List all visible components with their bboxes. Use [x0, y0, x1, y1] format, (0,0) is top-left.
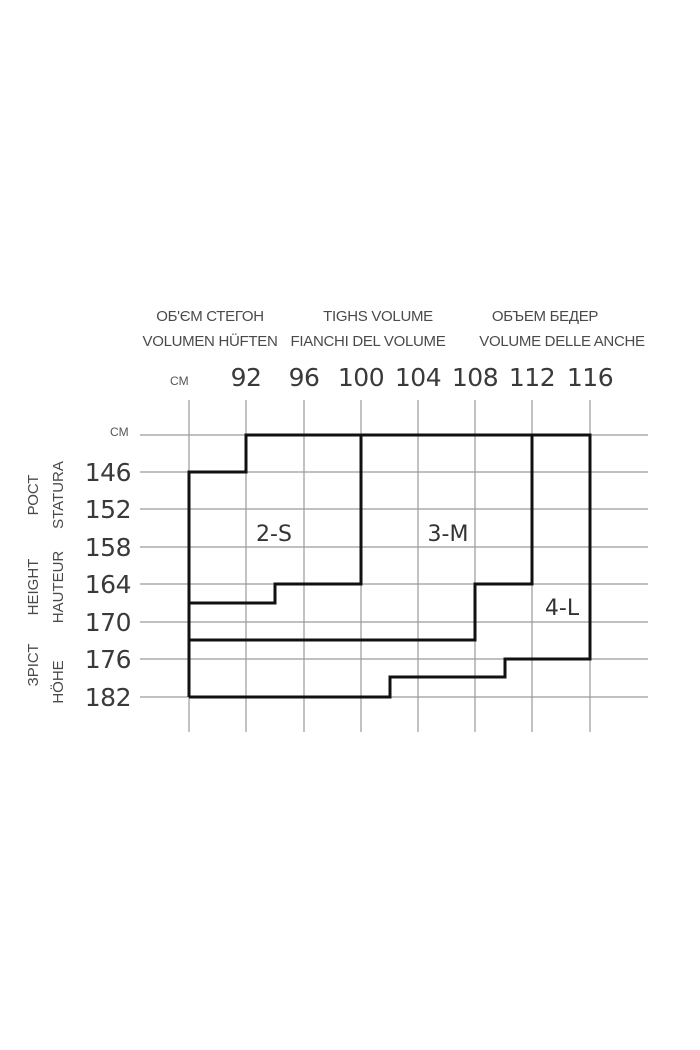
hip-tick-label: 96	[289, 363, 320, 392]
height-tick-label: 146	[85, 458, 131, 487]
height-tick-label: 158	[85, 533, 131, 562]
hip-tick-label: 100	[338, 363, 384, 392]
height-tick-label: 152	[85, 495, 131, 524]
outline-outer	[187, 433, 592, 699]
header-group-1-line1: ОБ'ЄМ СТЕГОН	[156, 308, 264, 325]
size-label-3m: 3-M	[428, 522, 469, 547]
header-group-2-line2: FIANCHI DEL VOLUME	[291, 333, 446, 350]
y-unit-label: CM	[110, 425, 129, 439]
height-tick-label: 170	[85, 608, 131, 637]
side-label-2-line2: HAUTEUR	[50, 551, 67, 624]
height-ticks: 146 152 158 164 170 176 182	[85, 458, 132, 712]
size-label-4l: 4-L	[545, 596, 580, 621]
hip-tick-label: 112	[509, 363, 555, 392]
side-label-2-line1: HEIGHT	[25, 559, 42, 616]
outline-2s-boundary	[189, 435, 363, 605]
header-group-3-line1: ОБЪЕМ БЕДЕР	[492, 308, 599, 325]
header-group-1-line2: VOLUMEN HÜFTEN	[143, 332, 278, 350]
side-label-1-line2: STATURA	[50, 461, 67, 529]
height-tick-label: 164	[85, 570, 131, 599]
height-tick-label: 182	[85, 683, 131, 712]
hip-tick-label: 116	[567, 363, 613, 392]
side-label-3-line2: HÖHE	[49, 660, 67, 703]
header-group-3-line2: VOLUME DELLE ANCHE	[479, 333, 645, 350]
hip-ticks: 92 96 100 104 108 112 116	[231, 363, 614, 392]
outline-3m-boundary	[189, 435, 534, 642]
hip-tick-label: 92	[231, 363, 262, 392]
size-label-2s: 2-S	[256, 522, 292, 547]
side-label-3-line1: ЗРІСТ	[25, 644, 42, 687]
hip-tick-label: 104	[395, 363, 441, 392]
height-tick-label: 176	[85, 645, 131, 674]
side-label-1-line1: РОСТ	[25, 475, 42, 516]
hip-tick-label: 108	[452, 363, 498, 392]
x-unit-label: CM	[170, 374, 189, 388]
header-group-2-line1: TIGHS VOLUME	[323, 308, 433, 325]
grid	[140, 400, 648, 732]
